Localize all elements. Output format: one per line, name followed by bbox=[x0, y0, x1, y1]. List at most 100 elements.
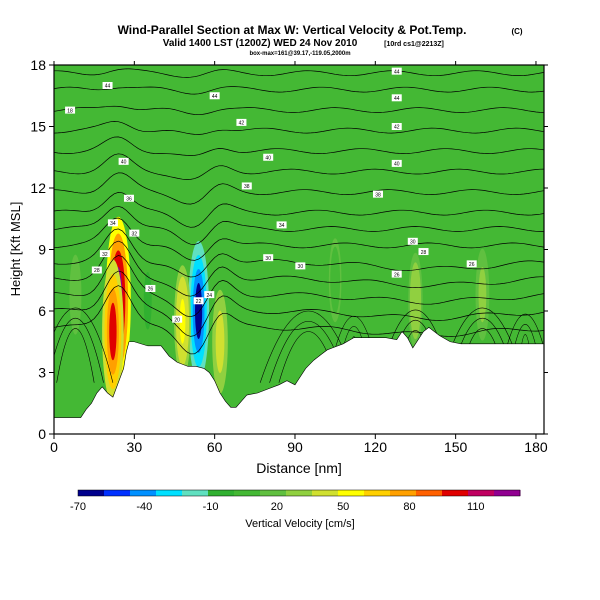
isentrope-label: 34 bbox=[279, 223, 285, 229]
velocity-core bbox=[179, 298, 186, 344]
isentrope-label: 38 bbox=[375, 192, 381, 198]
colorbar-swatch bbox=[234, 490, 261, 496]
x-tick-label: 30 bbox=[127, 439, 143, 455]
isentrope-line bbox=[54, 105, 544, 116]
colorbar-tick-label: 110 bbox=[467, 501, 485, 513]
isentrope-line bbox=[54, 153, 544, 180]
isentrope-label-box bbox=[204, 291, 215, 299]
colorbar-swatch bbox=[416, 490, 443, 496]
isentrope-label-box bbox=[263, 153, 274, 161]
isentrope-label: 44 bbox=[394, 96, 400, 102]
velocity-core bbox=[195, 283, 203, 339]
isentrope-label: 18 bbox=[67, 108, 73, 114]
x-tick-label: 150 bbox=[444, 439, 468, 455]
chart-subtitle: Valid 1400 LST (1200Z) WED 24 Nov 2010 bbox=[163, 38, 358, 49]
isentrope-label-box bbox=[466, 260, 477, 268]
isentrope-label-box bbox=[123, 194, 134, 202]
isentrope-label: 30 bbox=[410, 240, 416, 246]
velocity-core bbox=[333, 263, 338, 298]
isentrope-label: 26 bbox=[469, 262, 475, 268]
colorbar-swatch bbox=[390, 490, 417, 496]
isentrope-label-box bbox=[91, 266, 102, 274]
velocity-field bbox=[69, 216, 490, 404]
isentrope-line bbox=[54, 255, 544, 318]
isentrope-label: 38 bbox=[244, 184, 250, 190]
isentrope-label: 44 bbox=[105, 84, 111, 90]
velocity-core bbox=[217, 320, 223, 363]
isentrope-label-box bbox=[129, 229, 140, 237]
isentrope-label-box bbox=[209, 92, 220, 100]
colorbar-tick-label: -10 bbox=[203, 501, 219, 513]
isentrope-label-box bbox=[107, 219, 118, 227]
isentrope-label-box bbox=[295, 262, 306, 270]
isentrope-label-box bbox=[99, 250, 110, 258]
isentrope-label-box bbox=[391, 270, 402, 278]
x-axis: 0 30 60 90 120 150 180 bbox=[50, 61, 548, 455]
isentrope-label: 40 bbox=[265, 155, 271, 161]
plot-area: 44 18 44 42 44 44 42 40 40 40 38 38 36 34 34 32 32 30 30 30… bbox=[54, 65, 544, 434]
isentrope-line bbox=[54, 86, 544, 95]
y-axis-label: Height [Kft MSL] bbox=[8, 202, 23, 297]
isentrope-label-box bbox=[236, 118, 247, 126]
colorbar-swatch bbox=[78, 490, 105, 496]
isentrope-label: 44 bbox=[394, 69, 400, 75]
colorbar-tick-label: 20 bbox=[271, 501, 283, 513]
isentrope-line bbox=[54, 240, 544, 297]
y-tick-label: 0 bbox=[38, 426, 46, 442]
colorbar-swatch bbox=[312, 490, 339, 496]
isentrope-label-box bbox=[241, 182, 252, 190]
x-tick-label: 180 bbox=[524, 439, 548, 455]
colorbar-swatch bbox=[286, 490, 313, 496]
colorbar-frame bbox=[77, 489, 521, 497]
isentrope-label-box bbox=[391, 123, 402, 130]
isentrope-label: 42 bbox=[239, 121, 245, 127]
isentrope-label-box bbox=[391, 159, 402, 167]
isentrope-label: 42 bbox=[394, 125, 400, 131]
colorbar-swatch bbox=[104, 490, 131, 496]
isentrope-label: 32 bbox=[132, 231, 138, 237]
isentrope-line bbox=[54, 270, 544, 337]
colorbar-swatch bbox=[364, 490, 391, 496]
isentrope-labels: 44 18 44 42 44 44 42 40 40 40 38 38 36 34 34 32 32 30 30 30… bbox=[65, 67, 477, 323]
isentrope-line bbox=[54, 68, 544, 78]
isentrope-label-box bbox=[418, 248, 429, 256]
isentrope-label-box bbox=[407, 237, 418, 245]
colorbar: -70 -40 -10 20 50 80 110 bbox=[70, 489, 521, 513]
colorbar-swatch bbox=[260, 490, 287, 496]
x-tick-label: 90 bbox=[287, 439, 303, 455]
colorbar-swatch bbox=[208, 490, 235, 496]
colorbar-swatch bbox=[156, 490, 183, 496]
isentrope-label: 30 bbox=[298, 264, 304, 270]
isentrope-label-box bbox=[263, 254, 274, 262]
isentrope-label: 40 bbox=[121, 160, 127, 166]
isentrope-label-box bbox=[391, 67, 402, 75]
isentrope-label: 22 bbox=[196, 299, 202, 305]
isentrope-label: 28 bbox=[421, 250, 427, 256]
velocity-core bbox=[480, 276, 485, 313]
isentrope-label-box bbox=[102, 82, 113, 89]
isentrope-line bbox=[54, 192, 544, 228]
isentrope-label-box bbox=[65, 106, 76, 114]
isentrope-label: 34 bbox=[110, 221, 116, 227]
colorbar-tick-label: 50 bbox=[337, 501, 349, 513]
y-tick-label: 3 bbox=[38, 365, 46, 381]
chart-subtitle-tag: [10rd cs1@2213Z] bbox=[384, 41, 444, 48]
chart-subtitle2: box-max=161@39.17,-119.05,2000m bbox=[249, 51, 350, 57]
isentrope-label-box bbox=[276, 221, 287, 229]
terrain-mask bbox=[54, 327, 544, 434]
y-tick-label: 12 bbox=[30, 180, 46, 196]
colorbar-tick-label: 80 bbox=[403, 501, 415, 513]
isentrope-label: 28 bbox=[94, 268, 100, 274]
isentrope-label: 20 bbox=[174, 317, 180, 323]
isentrope-line bbox=[54, 285, 544, 355]
y-tick-label: 9 bbox=[38, 242, 46, 258]
isentrope-label-box bbox=[118, 157, 129, 165]
isentrope-label: 40 bbox=[394, 162, 400, 168]
y-tick-label: 18 bbox=[30, 57, 46, 73]
copyright-mark: (C) bbox=[511, 27, 522, 36]
isentrope-label-box bbox=[391, 94, 402, 102]
velocity-core bbox=[109, 302, 117, 361]
colorbar-label: Vertical Velocity [cm/s] bbox=[245, 518, 354, 530]
x-tick-label: 120 bbox=[364, 439, 388, 455]
